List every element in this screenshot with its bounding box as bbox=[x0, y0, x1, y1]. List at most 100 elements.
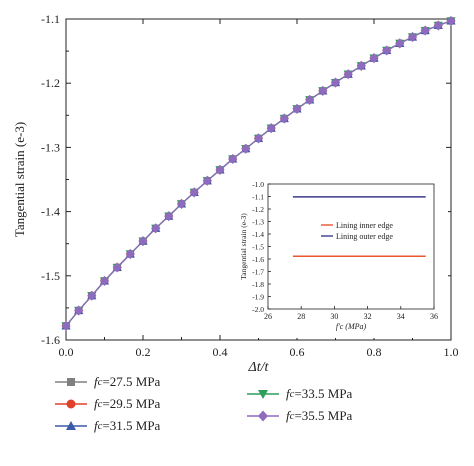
data-point bbox=[266, 123, 276, 134]
inset-y-tick-label: -1.1 bbox=[252, 193, 264, 202]
inset-x-tick-label: 30 bbox=[330, 312, 338, 321]
data-point bbox=[253, 133, 264, 144]
inset-x-tick-label: 28 bbox=[297, 312, 305, 321]
inset-y-tick-label: -1.9 bbox=[252, 293, 264, 302]
x-tick-label: 1.0 bbox=[444, 345, 459, 359]
legend-f-symbol: f bbox=[94, 374, 98, 389]
data-point bbox=[164, 210, 174, 222]
legend-item: f c =35.5 MPa bbox=[246, 408, 352, 424]
legend-swatch bbox=[55, 399, 87, 409]
x-tick-label: 0.0 bbox=[59, 345, 74, 359]
data-point bbox=[356, 60, 366, 71]
inset-y-axis-label: Tangential strain (e-3) bbox=[239, 213, 248, 280]
data-point bbox=[151, 223, 161, 234]
inset-y-tick-label: -1.8 bbox=[252, 280, 264, 289]
x-axis-label: Δt/t bbox=[248, 360, 270, 374]
inset-y-tick-label: -1.5 bbox=[252, 243, 264, 252]
data-point bbox=[305, 94, 315, 105]
y-tick-label: -1.2 bbox=[41, 76, 60, 90]
inset-chart: 26 28 30 32 34 36 -1.0 -1.1 -1.2 -1.3 -1.4 -1.5 -1.6… bbox=[228, 172, 448, 338]
legend-swatch-marker bbox=[258, 410, 268, 422]
legend-item: f c =29.5 MPa bbox=[54, 396, 160, 412]
y-tick-label: -1.4 bbox=[41, 205, 60, 219]
inset-x-tick-label: 34 bbox=[397, 312, 405, 321]
series-diamond bbox=[61, 15, 456, 331]
inset-x-axis-label: f'c (MPa) bbox=[336, 322, 367, 331]
inset-x-tick-label: 32 bbox=[364, 312, 372, 321]
data-point bbox=[61, 320, 71, 331]
data-point bbox=[202, 175, 212, 186]
legend-label: =27.5 MPa bbox=[102, 374, 161, 389]
legend-swatch bbox=[55, 378, 87, 386]
legend-label: =31.5 MPa bbox=[102, 418, 161, 433]
legend-item: f c =31.5 MPa bbox=[54, 418, 160, 434]
data-point bbox=[241, 143, 251, 154]
data-point bbox=[369, 53, 379, 64]
data-point bbox=[74, 305, 84, 316]
main-chart: 0.0 0.2 0.4 0.6 0.8 1.0 -1.1 -1.2 -1.3 -1.4 -1.5 -1… bbox=[12, 12, 459, 375]
legend-swatch bbox=[55, 421, 87, 430]
legend-item: f c =27.5 MPa bbox=[54, 374, 160, 390]
legend-swatch bbox=[247, 410, 279, 422]
legend-subscript: c bbox=[97, 376, 103, 388]
legend-f-symbol: f bbox=[94, 418, 98, 433]
inset-legend-label: Lining outer edge bbox=[336, 232, 393, 241]
legend-f-symbol: f bbox=[286, 386, 290, 401]
data-point bbox=[292, 103, 302, 114]
data-point bbox=[189, 187, 199, 198]
legend-label: =33.5 MPa bbox=[294, 386, 353, 401]
inset-y-tick-label: -1.3 bbox=[252, 218, 264, 227]
inset-y-tick-label: -2.0 bbox=[252, 305, 264, 314]
legend-label: =35.5 MPa bbox=[294, 408, 353, 423]
legend-subscript: c bbox=[97, 398, 103, 410]
legend-f-symbol: f bbox=[94, 396, 98, 411]
x-tick-label: 0.2 bbox=[136, 345, 151, 359]
data-point bbox=[176, 198, 187, 209]
legend-swatch bbox=[247, 390, 279, 399]
inset-y-tick-label: -1.0 bbox=[252, 180, 264, 189]
legend-subscript: c bbox=[289, 410, 295, 422]
legend-swatch-marker bbox=[66, 421, 76, 430]
data-point bbox=[446, 15, 456, 27]
data-point bbox=[433, 20, 443, 31]
inset-background bbox=[228, 172, 448, 338]
data-point bbox=[228, 153, 238, 165]
inset-legend-label: Lining inner edge bbox=[336, 221, 393, 230]
legend-swatch-marker bbox=[66, 399, 76, 409]
inset-x-tick-label: 36 bbox=[430, 312, 438, 321]
x-tick-label: 0.4 bbox=[213, 345, 228, 359]
inset-y-tick-label: -1.4 bbox=[252, 230, 264, 239]
y-tick-label: -1.6 bbox=[41, 333, 60, 347]
y-tick-label: -1.3 bbox=[41, 140, 60, 154]
y-tick-label: -1.1 bbox=[41, 12, 60, 26]
legend-label: =29.5 MPa bbox=[102, 396, 161, 411]
data-point bbox=[125, 248, 135, 260]
data-point bbox=[279, 113, 289, 124]
data-point bbox=[99, 275, 110, 287]
data-point bbox=[112, 262, 122, 273]
inset-y-tick-label: -1.6 bbox=[252, 255, 264, 264]
data-point bbox=[382, 45, 392, 56]
data-point bbox=[420, 25, 430, 36]
data-point bbox=[215, 164, 225, 175]
data-point bbox=[87, 290, 97, 301]
x-tick-label: 0.6 bbox=[290, 345, 305, 359]
data-point bbox=[395, 38, 405, 49]
legend-item: f c =33.5 MPa bbox=[246, 386, 352, 402]
data-point bbox=[330, 77, 341, 88]
legend-subscript: c bbox=[289, 388, 295, 400]
legend-swatch-marker bbox=[258, 390, 268, 399]
inset-y-tick-label: -1.7 bbox=[252, 268, 264, 277]
legend-subscript: c bbox=[97, 420, 103, 432]
y-tick-label: -1.5 bbox=[41, 269, 60, 283]
legend-f-symbol: f bbox=[286, 408, 290, 423]
y-axis-label: Tangential strain (e-3) bbox=[12, 122, 27, 237]
data-point bbox=[343, 69, 353, 80]
legend: f c =27.5 MPa f c =29.5 MPa f c =31.5 MPa f c =33.5… bbox=[54, 374, 454, 464]
inset-x-tick-label: 26 bbox=[264, 312, 272, 321]
data-point bbox=[318, 85, 328, 97]
inset-y-tick-label: -1.2 bbox=[252, 205, 264, 214]
data-point bbox=[138, 236, 148, 247]
legend-swatch-marker bbox=[67, 378, 75, 386]
